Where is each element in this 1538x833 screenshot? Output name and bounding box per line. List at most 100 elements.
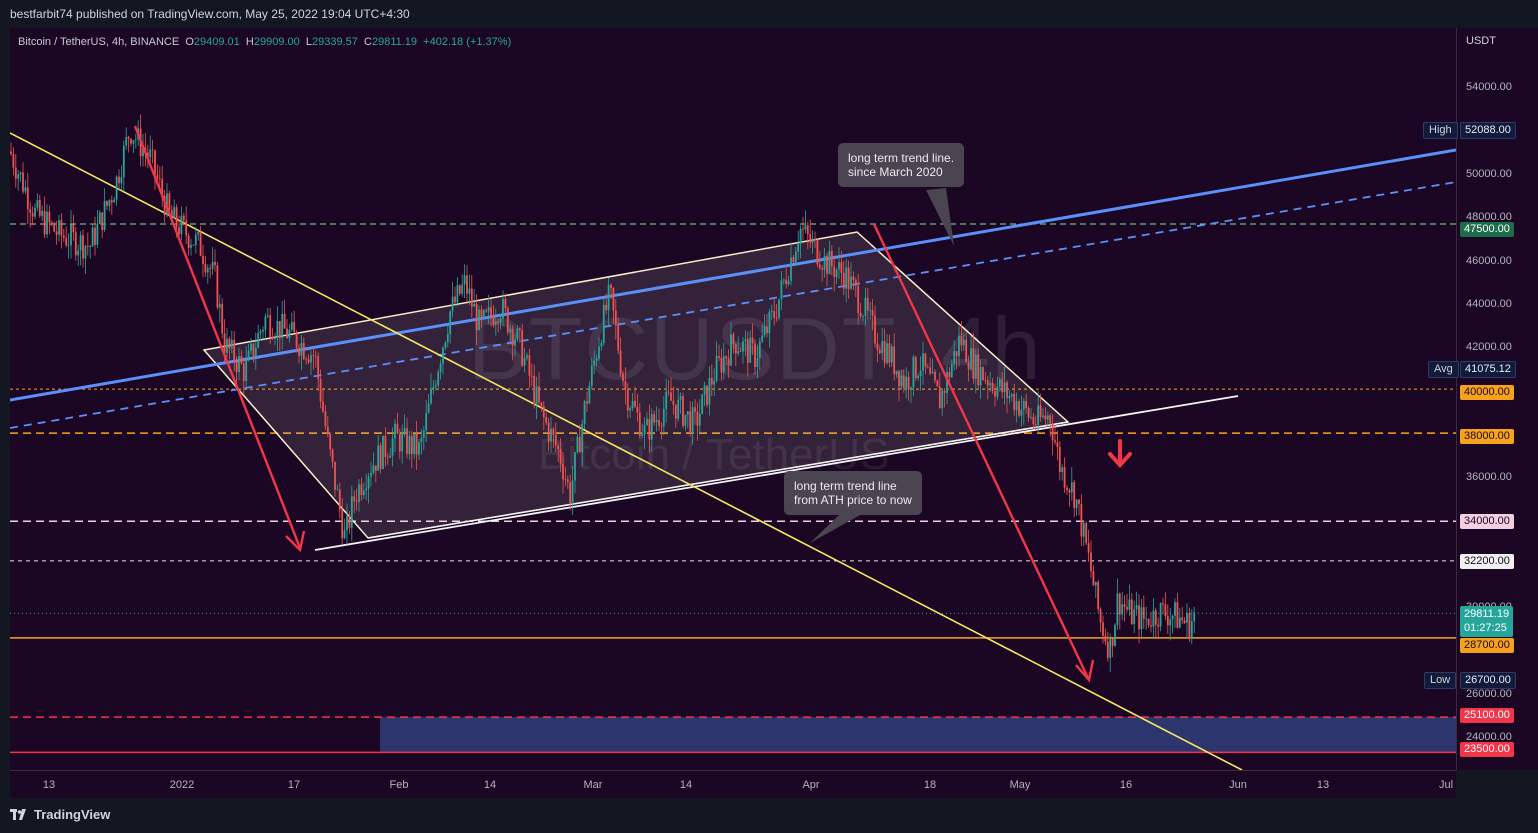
candle-body [967, 362, 970, 370]
callout-top-line2: since March 2020 [848, 165, 943, 179]
candle-body [552, 428, 555, 435]
chart-pane[interactable]: BTCUSDT, 4h Bitcoin / TetherUS [10, 28, 1456, 770]
candle-body [610, 284, 612, 288]
candle-body [384, 435, 387, 457]
candle-body [214, 261, 216, 266]
candle-body [535, 386, 538, 405]
candle-body [1133, 609, 1136, 624]
candle-body [624, 381, 627, 390]
candle-body [151, 149, 154, 151]
candle-body [22, 172, 24, 192]
candle-body [514, 339, 516, 346]
candle-body [617, 325, 620, 351]
candle-body [1094, 581, 1097, 586]
candle-body [1073, 482, 1076, 508]
candle-body [634, 401, 636, 407]
candle-body [492, 316, 495, 326]
candle-body [773, 310, 776, 318]
candle-body [1135, 605, 1138, 610]
candle-body [475, 304, 478, 330]
candle-body [1015, 401, 1018, 411]
candle-body [826, 255, 828, 275]
candle-body [166, 193, 168, 216]
candle-body [653, 414, 656, 423]
candle-body [1145, 618, 1148, 620]
candle-body [55, 231, 58, 235]
candle-body [36, 200, 39, 208]
candle-body [281, 313, 284, 339]
candle-body [269, 315, 272, 338]
candle-body [254, 347, 257, 358]
candle-body [972, 348, 975, 379]
candle-body [590, 365, 593, 386]
footer: TradingView [0, 798, 1538, 833]
callout-long-term-trend[interactable]: long term trend line. since March 2020 [838, 143, 965, 187]
time-axis[interactable]: 13 2022 17 Feb 14 Mar 14 Apr 18 May 16 J… [10, 770, 1456, 799]
candlestick-series [10, 114, 1196, 673]
candle-body [1147, 618, 1150, 626]
candle-body [679, 396, 682, 400]
candle-body [806, 225, 809, 235]
callout-ath-trend[interactable]: long term trend line from ATH price to n… [784, 471, 922, 515]
candle-body [1102, 622, 1104, 636]
candle-body [1001, 378, 1004, 393]
candle-body [557, 445, 560, 450]
candle-body [478, 309, 480, 330]
candle-body [1085, 523, 1088, 544]
candle-body [854, 280, 857, 287]
time-tick: 14 [483, 779, 497, 791]
tradingview-brand: TradingView [34, 807, 111, 822]
candle-body [739, 351, 742, 352]
high-price-tag: 52088.00 [1460, 122, 1516, 139]
candle-body [326, 426, 329, 435]
candle-body [286, 328, 288, 339]
candle-body [106, 201, 108, 206]
candle-body [134, 139, 137, 141]
time-tick: 18 [923, 779, 937, 791]
candle-body [631, 401, 634, 409]
candle-body [660, 425, 663, 427]
candle-body [466, 275, 468, 294]
chart-canvas[interactable] [10, 28, 1456, 770]
candle-body [168, 193, 171, 211]
candle-body [1046, 415, 1049, 420]
callout-bottom-line1: long term trend line [794, 479, 897, 493]
blue-trend-line [10, 148, 1456, 402]
candle-body [715, 356, 718, 381]
candle-body [130, 138, 132, 144]
candle-body [48, 211, 51, 223]
candle-body [470, 288, 473, 307]
candle-body [334, 461, 336, 490]
low-price-tag: 26700.00 [1460, 672, 1516, 689]
candle-body [406, 428, 408, 454]
candle-body [1020, 409, 1023, 416]
candle-body [1037, 405, 1040, 426]
candle-body [322, 401, 324, 412]
candle-body [238, 356, 240, 372]
candle-body [864, 297, 867, 317]
candle-body [341, 509, 344, 539]
candle-body [1118, 593, 1121, 615]
candle-body [1080, 503, 1083, 537]
time-tick: 17 [287, 779, 301, 791]
candle-body [926, 366, 929, 368]
candle-body [62, 235, 65, 238]
candle-body [290, 321, 293, 330]
low-label: Low [1424, 672, 1457, 689]
price-axis[interactable]: USDT 54000.00 50000.00 48000.00 46000.00… [1456, 28, 1538, 770]
candle-body [444, 342, 447, 348]
candle-body [622, 373, 624, 382]
price-tick: 26000.00 [1466, 688, 1512, 700]
tradingview-logo[interactable]: TradingView [10, 807, 110, 822]
candle-body [547, 422, 550, 442]
candle-body [934, 371, 936, 381]
red-arrow-2 [872, 223, 1095, 683]
candle-body [953, 351, 956, 365]
candle-body [1142, 607, 1145, 619]
candle-body [156, 174, 159, 179]
candle-body [449, 311, 452, 335]
price-tick: 48000.00 [1466, 211, 1512, 223]
candle-body [989, 383, 992, 386]
candle-body [360, 484, 363, 496]
candle-body [1174, 602, 1176, 616]
